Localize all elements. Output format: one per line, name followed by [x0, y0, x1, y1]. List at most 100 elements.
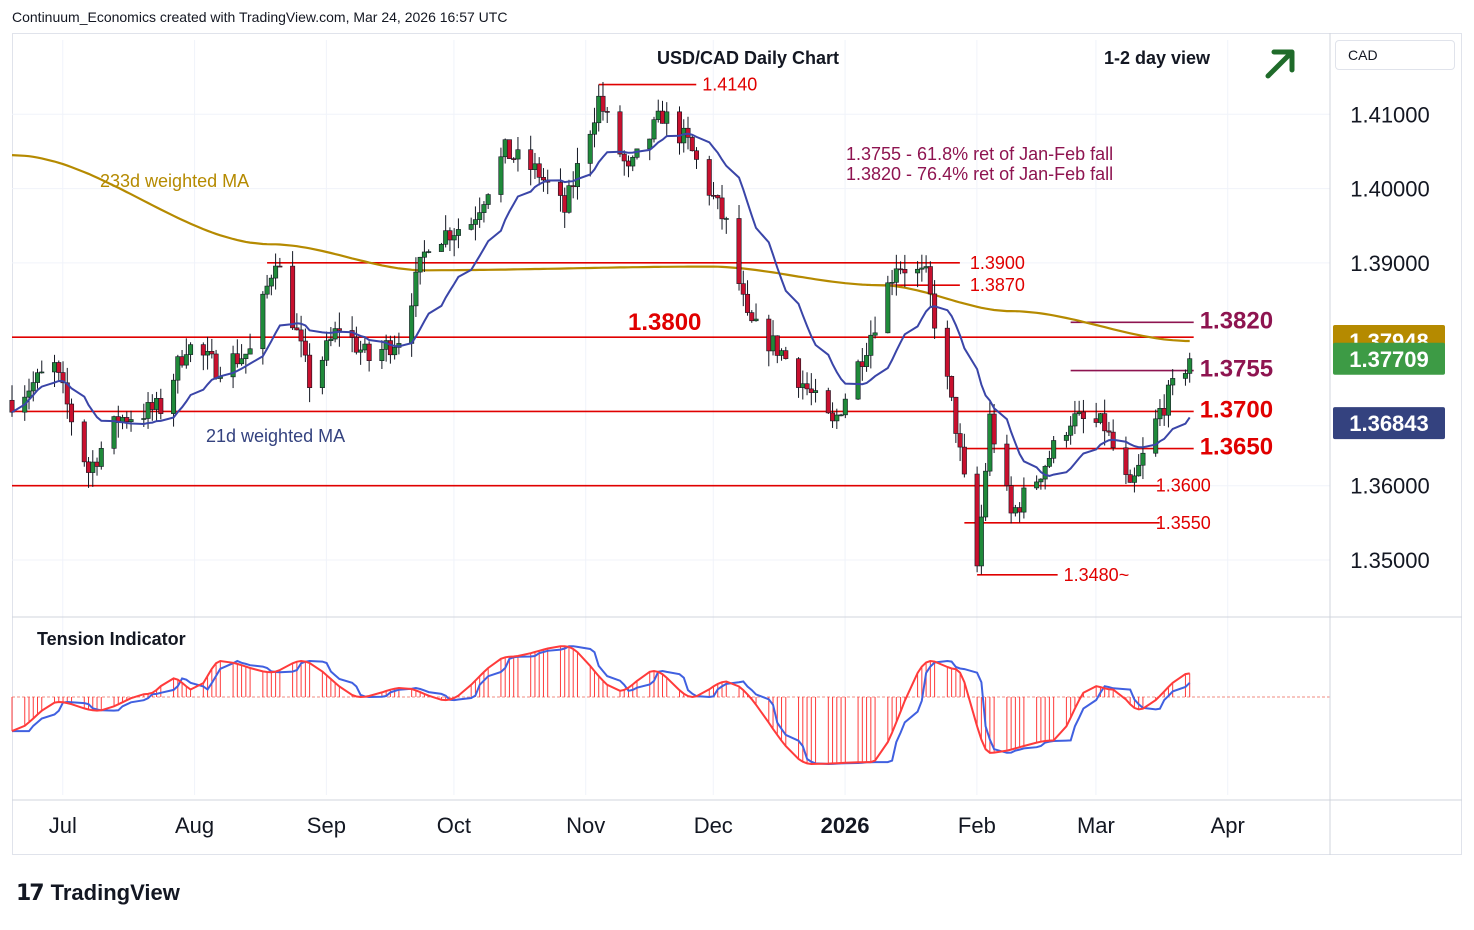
candle-up[interactable] [90, 461, 96, 473]
candle-up[interactable] [864, 355, 870, 367]
candle-up[interactable] [800, 383, 806, 388]
candle-up[interactable] [98, 448, 104, 467]
candle-down[interactable] [766, 318, 772, 352]
candle-down[interactable] [570, 185, 576, 188]
candle-down[interactable] [796, 358, 802, 388]
candle-up[interactable] [260, 293, 266, 350]
candle-up[interactable] [413, 271, 419, 307]
candle-up[interactable] [188, 344, 194, 355]
candle-down[interactable] [1127, 474, 1133, 483]
candle-up[interactable] [1051, 440, 1057, 459]
candle-down[interactable] [689, 137, 695, 152]
candle-up[interactable] [264, 285, 270, 295]
candle-up[interactable] [574, 163, 580, 188]
candle-up[interactable] [409, 305, 415, 344]
candle-up[interactable] [915, 268, 921, 274]
candle-up[interactable] [651, 119, 657, 140]
candle-up[interactable] [1140, 452, 1146, 466]
candle-down[interactable] [830, 412, 836, 422]
candle-up[interactable] [230, 353, 236, 378]
candle-down[interactable] [600, 95, 606, 112]
candle-down[interactable] [617, 111, 623, 155]
candle-down[interactable] [961, 446, 967, 475]
candle-down[interactable] [366, 343, 372, 361]
candle-up[interactable] [319, 359, 325, 388]
candle-down[interactable] [1008, 485, 1014, 514]
candle-down[interactable] [991, 413, 997, 445]
candle-up[interactable] [451, 235, 457, 241]
candle-up[interactable] [477, 212, 483, 220]
candle-down[interactable] [1106, 430, 1112, 433]
candle-up[interactable] [438, 244, 444, 252]
candle-up[interactable] [987, 413, 993, 472]
candle-down[interactable] [336, 328, 342, 331]
candle-up[interactable] [1097, 413, 1103, 423]
candle-up[interactable] [443, 230, 449, 245]
candle-up[interactable] [1034, 481, 1040, 489]
candle-down[interactable] [949, 376, 955, 398]
candle-down[interactable] [694, 150, 700, 160]
candle-down[interactable] [213, 353, 219, 379]
candle-up[interactable] [1046, 457, 1052, 467]
candle-up[interactable] [591, 122, 597, 135]
candle-down[interactable] [506, 139, 512, 159]
candle-up[interactable] [1187, 358, 1193, 374]
candle-down[interactable] [511, 158, 517, 160]
candle-up[interactable] [919, 267, 925, 270]
candle-down[interactable] [94, 461, 100, 467]
candle-down[interactable] [783, 350, 789, 359]
candle-down[interactable] [277, 265, 283, 268]
candle-up[interactable] [52, 362, 58, 373]
candle-down[interactable] [1004, 443, 1010, 486]
candle-down[interactable] [677, 111, 683, 144]
candle-up[interactable] [630, 157, 636, 167]
candle-up[interactable] [515, 149, 521, 160]
candle-down[interactable] [387, 340, 393, 356]
candle-down[interactable] [898, 268, 904, 271]
candle-down[interactable] [859, 361, 865, 367]
candle-up[interactable] [362, 343, 368, 351]
candle-down[interactable] [56, 362, 62, 373]
candle-down[interactable] [179, 356, 185, 366]
candle-down[interactable] [536, 163, 542, 178]
candle-up[interactable] [596, 95, 602, 124]
candle-down[interactable] [902, 269, 908, 274]
candle-up[interactable] [358, 349, 364, 353]
candle-down[interactable] [749, 312, 755, 322]
candle-up[interactable] [247, 348, 253, 355]
candle-up[interactable] [328, 338, 334, 341]
candle-down[interactable] [974, 473, 980, 567]
candle-up[interactable] [634, 148, 640, 158]
tradingview-logo[interactable]: 17 TradingView [16, 878, 180, 908]
candle-up[interactable] [175, 356, 181, 381]
candle-up[interactable] [923, 266, 929, 269]
candle-down[interactable] [944, 327, 950, 377]
candle-down[interactable] [711, 195, 717, 197]
candle-up[interactable] [205, 351, 211, 356]
candle-up[interactable] [813, 390, 819, 393]
candle-up[interactable] [324, 340, 330, 361]
candle-up[interactable] [145, 402, 151, 419]
candle-down[interactable] [1161, 408, 1167, 416]
candle-down[interactable] [353, 336, 359, 353]
candle-down[interactable] [957, 433, 963, 448]
candle-down[interactable] [736, 218, 742, 284]
candle-up[interactable] [421, 251, 427, 258]
candle-up[interactable] [1012, 507, 1018, 514]
candle-down[interactable] [745, 293, 751, 313]
candle-up[interactable] [532, 163, 538, 170]
candle-up[interactable] [893, 268, 899, 283]
candle-up[interactable] [35, 372, 41, 383]
candle-up[interactable] [1170, 378, 1176, 386]
candle-up[interactable] [978, 516, 984, 567]
candle-up[interactable] [855, 361, 861, 400]
candle-up[interactable] [171, 379, 177, 414]
candle-up[interactable] [26, 390, 32, 398]
candle-down[interactable] [124, 417, 130, 423]
candle-down[interactable] [774, 335, 780, 356]
candle-up[interactable] [379, 349, 385, 361]
candle-up[interactable] [1153, 418, 1159, 454]
candle-down[interactable] [706, 159, 712, 196]
candle-down[interactable] [302, 340, 308, 356]
